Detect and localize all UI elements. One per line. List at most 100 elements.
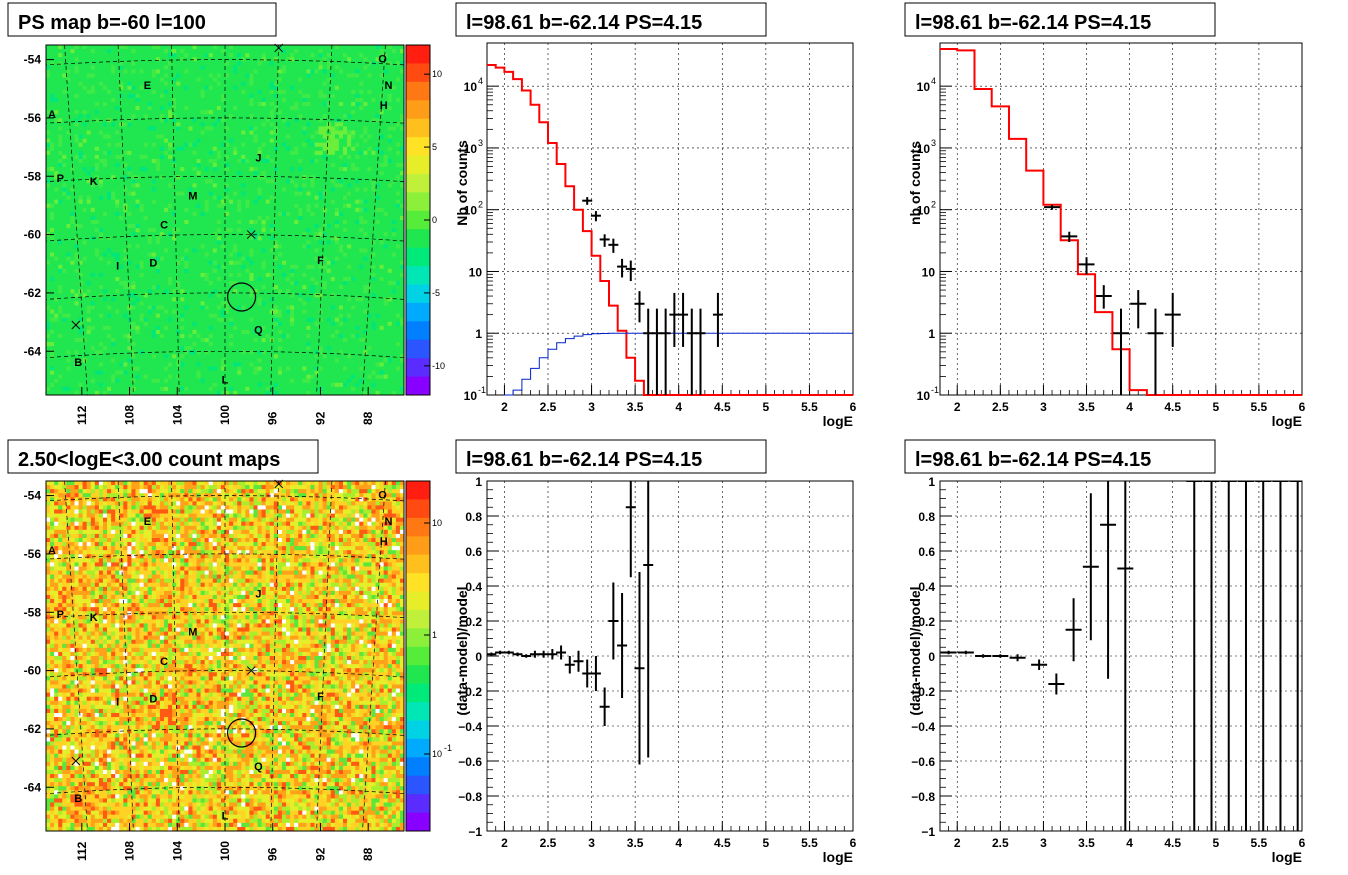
map-pixel: [302, 200, 306, 204]
map-pixel: [290, 232, 294, 236]
map-pixel: [302, 82, 306, 86]
map-pixel: [103, 208, 107, 212]
map-pixel: [188, 265, 192, 269]
map-pixel: [351, 228, 355, 232]
map-pixel: [225, 155, 229, 159]
map-pixel: [396, 126, 400, 130]
map-pixel: [180, 248, 184, 252]
map-pixel: [209, 196, 213, 200]
map-pixel: [140, 171, 144, 175]
map-pixel: [237, 224, 241, 228]
map-pixel: [262, 208, 266, 212]
map-pixel: [119, 212, 123, 216]
map-pixel: [396, 228, 400, 232]
map-pixel: [144, 159, 148, 163]
map-pixel: [282, 78, 286, 82]
map-pixel: [136, 187, 140, 191]
map-pixel: [205, 151, 209, 155]
map-pixel: [107, 69, 111, 73]
map-pixel: [323, 53, 327, 57]
map-pixel: [54, 240, 58, 244]
map-pixel: [380, 204, 384, 208]
map-pixel: [241, 212, 245, 216]
map-pixel: [144, 261, 148, 265]
map-pixel: [205, 139, 209, 143]
map-pixel: [152, 122, 156, 126]
map-pixel: [184, 257, 188, 261]
map-pixel: [310, 228, 314, 232]
map-pixel: [197, 208, 201, 212]
map-pixel: [83, 82, 87, 86]
map-pixel: [359, 114, 363, 118]
map-pixel: [359, 94, 363, 98]
map-pixel: [286, 269, 290, 273]
map-pixel: [79, 139, 83, 143]
map-pixel: [315, 183, 319, 187]
map-pixel: [323, 143, 327, 147]
map-pixel: [363, 220, 367, 224]
map-pixel: [376, 122, 380, 126]
map-pixel: [91, 240, 95, 244]
map-pixel: [87, 139, 91, 143]
map-pixel: [294, 253, 298, 257]
map-pixel: [66, 45, 70, 49]
map-pixel: [70, 49, 74, 53]
map-pixel: [335, 151, 339, 155]
map-pixel: [282, 110, 286, 114]
map-pixel: [164, 122, 168, 126]
map-pixel: [367, 135, 371, 139]
map-pixel: [188, 118, 192, 122]
map-pixel: [331, 248, 335, 252]
map-pixel: [197, 236, 201, 240]
map-pixel: [258, 192, 262, 196]
map-pixel: [83, 110, 87, 114]
map-pixel: [62, 187, 66, 191]
map-pixel: [131, 78, 135, 82]
map-pixel: [91, 114, 95, 118]
map-pixel: [371, 49, 375, 53]
map-pixel: [343, 220, 347, 224]
map-pixel: [140, 216, 144, 220]
map-pixel: [205, 110, 209, 114]
map-pixel: [380, 244, 384, 248]
map-pixel: [266, 171, 270, 175]
map-pixel: [91, 224, 95, 228]
map-pixel: [376, 204, 380, 208]
map-pixel: [310, 126, 314, 130]
map-pixel: [144, 228, 148, 232]
map-pixel: [278, 122, 282, 126]
map-pixel: [168, 175, 172, 179]
map-pixel: [83, 228, 87, 232]
map-pixel: [253, 110, 257, 114]
map-pixel: [58, 196, 62, 200]
map-pixel: [396, 220, 400, 224]
map-pixel: [245, 269, 249, 273]
map-pixel: [164, 135, 168, 139]
map-pixel: [205, 240, 209, 244]
map-pixel: [160, 122, 164, 126]
map-pixel: [315, 151, 319, 155]
map-pixel: [172, 126, 176, 130]
map-pixel: [363, 73, 367, 77]
map-pixel: [241, 224, 245, 228]
map-pixel: [156, 175, 160, 179]
map-pixel: [197, 61, 201, 65]
map-pixel: [127, 183, 131, 187]
map-pixel: [225, 102, 229, 106]
map-pixel: [148, 220, 152, 224]
map-pixel: [294, 236, 298, 240]
map-pixel: [253, 61, 257, 65]
map-pixel: [91, 232, 95, 236]
map-pixel: [319, 273, 323, 277]
map-pixel: [209, 212, 213, 216]
map-pixel: [274, 192, 278, 196]
map-pixel: [335, 78, 339, 82]
map-pixel: [148, 139, 152, 143]
map-pixel: [168, 122, 172, 126]
map-pixel: [396, 118, 400, 122]
map-pixel: [87, 73, 91, 77]
map-pixel: [111, 130, 115, 134]
map-pixel: [306, 90, 310, 94]
map-pixel: [351, 90, 355, 94]
map-pixel: [131, 183, 135, 187]
